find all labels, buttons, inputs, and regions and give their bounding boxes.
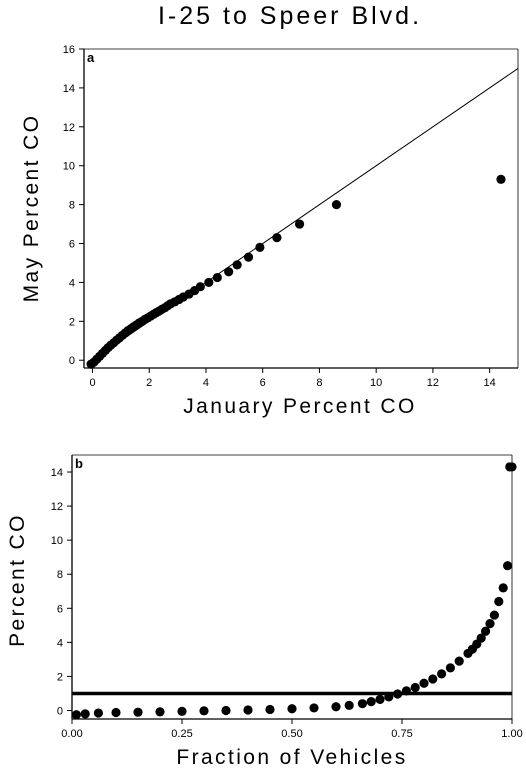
data-point xyxy=(272,233,282,243)
data-point xyxy=(366,697,376,707)
data-point xyxy=(331,200,342,210)
data-point xyxy=(265,704,275,715)
data-point xyxy=(243,705,253,715)
scatter-panel-a: a 0 2 4 6 8 10 12 14 0 2 4 6 8 10 12 14 16 January Perc… xyxy=(20,44,519,418)
x-tick-label: 0.00 xyxy=(61,728,82,740)
data-point xyxy=(199,706,209,716)
figure-title: I-25 to Speer Blvd. xyxy=(158,2,422,30)
y-tick-label: 14 xyxy=(51,467,63,479)
y-tick-label: 12 xyxy=(63,122,75,134)
x-tick-label: 0 xyxy=(89,377,95,389)
data-point xyxy=(489,610,499,620)
y-tick-label: 8 xyxy=(57,569,63,581)
data-point xyxy=(212,272,222,283)
x-tick-label: 4 xyxy=(203,377,209,389)
data-point xyxy=(204,277,214,288)
data-point xyxy=(232,260,242,270)
y-tick-label: 10 xyxy=(51,535,63,547)
y-tick-label: 10 xyxy=(63,161,75,173)
data-point xyxy=(287,704,297,714)
data-point xyxy=(401,686,411,696)
x-tick-label: 0.50 xyxy=(281,728,302,740)
y-tick-label: 0 xyxy=(69,355,75,367)
data-point xyxy=(177,706,187,716)
y-tick-label: 6 xyxy=(69,239,75,251)
y-tick-label: 0 xyxy=(57,705,63,717)
data-point xyxy=(221,705,231,716)
panel-a-label: a xyxy=(87,50,95,65)
data-point xyxy=(111,707,121,718)
x-tick-label: 0.25 xyxy=(171,728,192,740)
x-tick-label: 12 xyxy=(427,377,439,389)
y-tick-label: 12 xyxy=(51,501,63,513)
y-tick-label: 4 xyxy=(69,277,75,289)
data-point xyxy=(357,699,367,709)
data-point xyxy=(243,252,254,262)
x-tick-label: 8 xyxy=(316,377,322,389)
x-tick-label: 14 xyxy=(484,377,496,389)
data-point xyxy=(496,174,506,184)
data-point xyxy=(309,703,319,713)
data-point xyxy=(80,709,90,719)
scatter-panel-b: b 0.00 0.25 0.50 0.75 1.00 0 2 4 6 8 10 12 14 Fract… xyxy=(6,454,523,769)
data-point xyxy=(155,707,165,717)
data-point xyxy=(71,710,81,720)
panel-b-label: b xyxy=(75,456,83,471)
panel-a-x-axis-title: January Percent CO xyxy=(183,395,416,418)
y-tick-label: 4 xyxy=(57,637,63,649)
panel-b-y-axis-title: Percent CO xyxy=(6,513,29,647)
data-point xyxy=(384,692,394,702)
data-point xyxy=(93,708,103,718)
data-point xyxy=(331,702,341,712)
data-point xyxy=(410,682,420,693)
panel-b-x-axis-title: Fraction of Vehicles xyxy=(176,746,407,769)
x-tick-label: 2 xyxy=(146,377,152,389)
data-point xyxy=(445,663,455,673)
data-point xyxy=(498,583,508,593)
data-point xyxy=(133,707,143,717)
data-point xyxy=(255,242,265,253)
x-tick-label: 1.00 xyxy=(501,728,522,740)
data-point xyxy=(393,689,403,699)
data-point xyxy=(375,694,385,705)
data-point xyxy=(224,267,234,277)
y-tick-label: 14 xyxy=(63,83,75,95)
x-tick-label: 0.75 xyxy=(391,728,412,740)
y-tick-label: 8 xyxy=(69,200,75,212)
x-tick-label: 10 xyxy=(370,377,382,389)
data-point xyxy=(344,700,354,710)
data-point xyxy=(494,596,504,607)
data-point xyxy=(195,282,205,292)
y-tick-label: 6 xyxy=(57,603,63,615)
data-point xyxy=(481,626,491,636)
y-tick-label: 16 xyxy=(63,44,75,56)
data-point xyxy=(437,669,447,679)
x-tick-label: 6 xyxy=(260,377,266,389)
y-tick-label: 2 xyxy=(69,316,75,328)
data-point xyxy=(454,656,464,666)
data-point xyxy=(294,219,305,229)
panel-a-y-axis-title: May Percent CO xyxy=(20,114,43,303)
y-tick-label: 2 xyxy=(57,671,63,683)
data-point xyxy=(507,462,517,472)
data-point xyxy=(503,561,513,571)
data-point xyxy=(428,674,438,684)
data-point xyxy=(419,678,429,688)
data-point xyxy=(485,619,495,629)
data-point xyxy=(476,633,486,643)
